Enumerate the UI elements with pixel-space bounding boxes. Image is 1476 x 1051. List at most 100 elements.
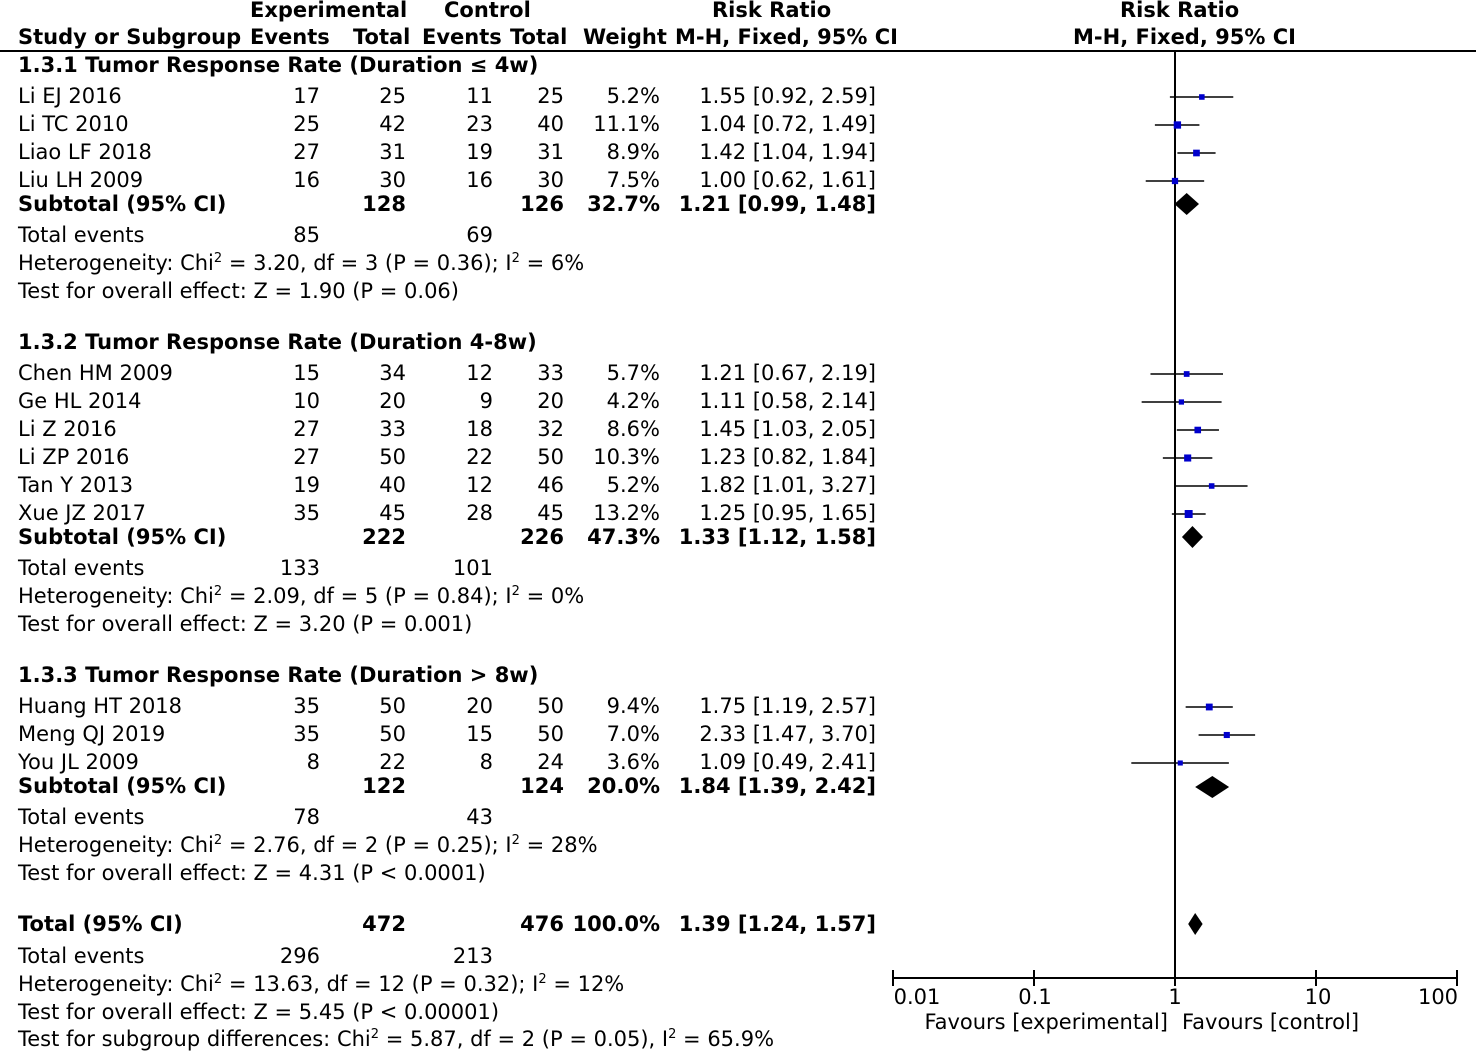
subtotal-ci: 1.33 [1.12, 1.58]: [678, 525, 876, 549]
weight: 7.0%: [606, 722, 660, 746]
ctl-total: 50: [537, 694, 564, 718]
summary-diamond: [1188, 913, 1203, 935]
total-events-exp: 133: [279, 556, 320, 580]
exp-total: 20: [379, 389, 406, 413]
subtotal-ctl-total: 226: [520, 525, 564, 549]
overall-effect-test: Test for overall effect: Z = 5.45 (P < 0…: [18, 1000, 500, 1024]
exp-events: 27: [293, 417, 320, 441]
risk-ratio-ci: 1.23 [0.82, 1.84]: [699, 445, 876, 469]
study-point: [1208, 483, 1215, 489]
ctl-events: 20: [466, 694, 493, 718]
study-name: Liao LF 2018: [18, 140, 152, 164]
exp-total: 30: [379, 168, 406, 192]
ctl-total: 46: [537, 473, 564, 497]
weight: 8.9%: [606, 140, 660, 164]
header-risk-ratio-right: Risk Ratio: [1120, 0, 1240, 22]
ctl-total: 31: [537, 140, 564, 164]
col-ctl-events: Events: [422, 25, 502, 49]
study-point: [1183, 371, 1190, 377]
overall-weight: 100.0%: [572, 912, 660, 936]
study-name: Huang HT 2018: [18, 694, 183, 718]
subgroup-title: 1.3.1 Tumor Response Rate (Duration ≤ 4w…: [18, 53, 539, 77]
exp-total: 50: [379, 694, 406, 718]
exp-events: 15: [293, 361, 320, 385]
ctl-events: 28: [466, 501, 493, 525]
risk-ratio-ci: 2.33 [1.47, 3.70]: [699, 722, 876, 746]
total-events-label: Total events: [18, 805, 145, 829]
study-name: Li TC 2010: [18, 112, 129, 136]
risk-ratio-ci: 1.75 [1.19, 2.57]: [699, 694, 876, 718]
risk-ratio-ci: 1.00 [0.62, 1.61]: [699, 168, 876, 192]
overall-effect-test: Test for overall effect: Z = 3.20 (P = 0…: [18, 612, 473, 636]
heterogeneity: Heterogeneity: Chi2 = 3.20, df = 3 (P = …: [18, 251, 585, 275]
favours-experimental: Favours [experimental]: [924, 1010, 1168, 1034]
tick-label: 10: [1304, 985, 1332, 1009]
tick-label: 100: [1417, 985, 1459, 1009]
exp-events: 25: [293, 112, 320, 136]
overall-ctl-total: 476: [520, 912, 564, 936]
forest-marks: [892, 51, 1458, 986]
overall-ci: 1.39 [1.24, 1.57]: [678, 912, 876, 936]
weight: 5.2%: [606, 84, 660, 108]
exp-total: 25: [379, 84, 406, 108]
exp-events: 19: [293, 473, 320, 497]
total-events-label: Total events: [18, 223, 145, 247]
exp-total: 31: [379, 140, 406, 164]
ctl-events: 9: [479, 389, 493, 413]
overall-effect-test: Test for overall effect: Z = 1.90 (P = 0…: [18, 279, 459, 303]
study-name: Liu LH 2009: [18, 168, 144, 192]
risk-ratio-ci: 1.25 [0.95, 1.65]: [699, 501, 876, 525]
ctl-total: 20: [537, 389, 564, 413]
exp-events: 35: [293, 501, 320, 525]
study-name: Li ZP 2016: [18, 445, 130, 469]
summary-diamond: [1174, 193, 1200, 215]
col-ci-left: M-H, Fixed, 95% CI: [675, 25, 898, 49]
ctl-events: 19: [466, 140, 493, 164]
subtotal-exp-total: 128: [362, 192, 406, 216]
ctl-total: 50: [537, 722, 564, 746]
total-events-label: Total events: [18, 556, 145, 580]
subtotal-weight: 32.7%: [587, 192, 660, 216]
study-point: [1184, 510, 1193, 518]
subgroup-differences-test: Test for subgroup differences: Chi2 = 5.…: [18, 1027, 775, 1051]
summary-diamond: [1195, 776, 1230, 798]
col-exp-total: Total: [353, 25, 411, 49]
col-exp-events: Events: [250, 25, 330, 49]
study-name: Meng QJ 2019: [18, 722, 166, 746]
subtotal-ctl-total: 124: [520, 774, 564, 798]
favours-control: Favours [control]: [1182, 1010, 1360, 1034]
subtotal-weight: 47.3%: [587, 525, 660, 549]
heterogeneity: Heterogeneity: Chi2 = 2.76, df = 2 (P = …: [18, 833, 598, 857]
weight: 8.6%: [606, 417, 660, 441]
study-point: [1205, 703, 1213, 711]
study-name: Xue JZ 2017: [18, 501, 146, 525]
exp-events: 35: [293, 694, 320, 718]
subgroup-title: 1.3.2 Tumor Response Rate (Duration 4-8w…: [18, 330, 537, 354]
exp-total: 45: [379, 501, 406, 525]
study-point: [1173, 121, 1182, 129]
exp-total: 33: [379, 417, 406, 441]
header-risk-ratio-left: Risk Ratio: [712, 0, 832, 22]
heterogeneity: Heterogeneity: Chi2 = 2.09, df = 5 (P = …: [18, 584, 585, 608]
study-name: Tan Y 2013: [18, 473, 134, 497]
subtotal-exp-total: 122: [362, 774, 406, 798]
weight: 5.2%: [606, 473, 660, 497]
overall-label: Total (95% CI): [18, 912, 183, 936]
weight: 11.1%: [593, 112, 660, 136]
ctl-total: 25: [537, 84, 564, 108]
summary-diamond: [1181, 526, 1204, 548]
exp-events: 27: [293, 140, 320, 164]
study-name: Chen HM 2009: [18, 361, 173, 385]
risk-ratio-ci: 1.09 [0.49, 2.41]: [699, 750, 876, 774]
weight: 13.2%: [593, 501, 660, 525]
header-control: Control: [444, 0, 531, 22]
heterogeneity: Heterogeneity: Chi2 = 13.63, df = 12 (P …: [18, 972, 625, 996]
weight: 9.4%: [606, 694, 660, 718]
ctl-events: 11: [466, 84, 493, 108]
col-ctl-total: Total: [510, 25, 568, 49]
overall-effect-test: Test for overall effect: Z = 4.31 (P < 0…: [18, 861, 486, 885]
risk-ratio-ci: 1.45 [1.03, 2.05]: [699, 417, 876, 441]
header-experimental: Experimental: [250, 0, 408, 22]
weight: 4.2%: [606, 389, 660, 413]
weight: 3.6%: [606, 750, 660, 774]
